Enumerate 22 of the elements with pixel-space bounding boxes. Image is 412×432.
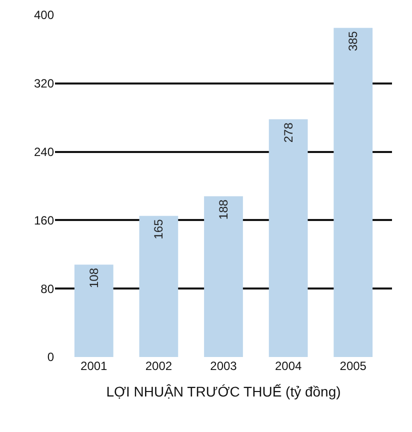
bar (74, 264, 114, 357)
bar (334, 28, 373, 357)
y-tick-label: 400 (34, 8, 54, 22)
x-tick-label: 2001 (80, 359, 108, 373)
data-label: 385 (346, 30, 360, 52)
y-tick-label: 240 (34, 145, 54, 159)
data-label: 188 (216, 199, 230, 220)
bar (204, 196, 243, 357)
data-label: 165 (152, 218, 166, 240)
data-label: 108 (86, 268, 101, 288)
y-tick-label: 80 (40, 282, 54, 296)
bar (268, 119, 308, 357)
bar (139, 216, 178, 357)
x-tick-label: 2002 (145, 359, 172, 373)
x-tick-label: 2004 (274, 359, 302, 373)
data-label: 278 (281, 122, 296, 143)
x-tick-label: 2003 (210, 359, 238, 373)
x-axis-title: LỢI NHUẬN TRƯỚC THUẾ (tỷ đồng) (106, 383, 341, 400)
y-tick-label: 160 (34, 213, 54, 228)
y-tick-label: 0 (47, 350, 54, 364)
y-tick-label: 320 (34, 76, 54, 91)
x-tick-label: 2005 (340, 359, 367, 373)
